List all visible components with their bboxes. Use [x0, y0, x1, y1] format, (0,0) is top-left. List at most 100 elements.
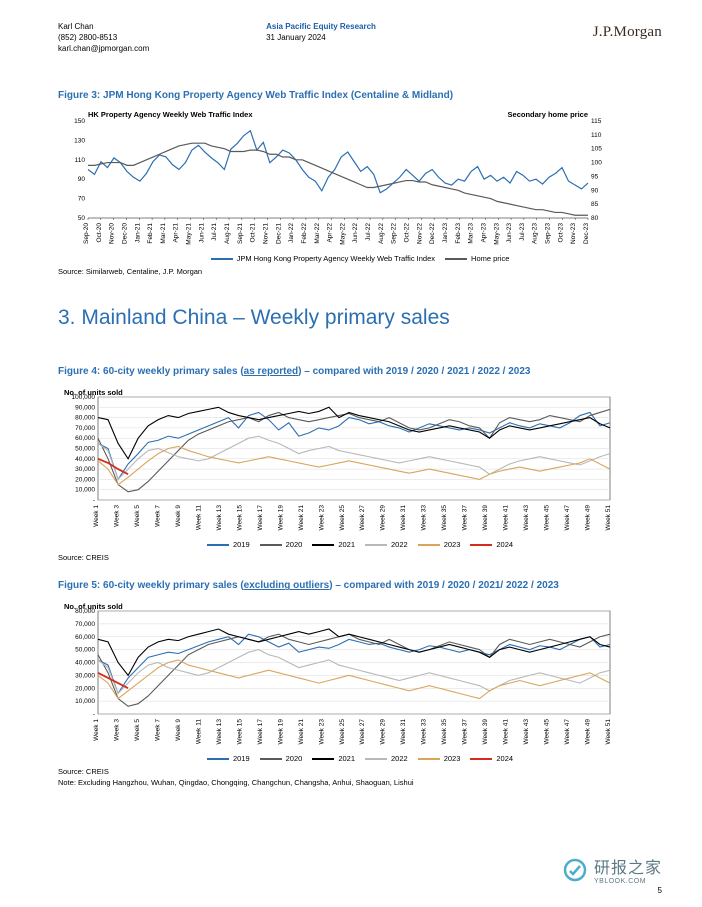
- svg-text:Week 13: Week 13: [216, 719, 223, 745]
- svg-text:70,000: 70,000: [75, 425, 95, 432]
- svg-text:Week 29: Week 29: [380, 505, 387, 531]
- svg-text:Dec-23: Dec-23: [583, 223, 590, 244]
- svg-text:Week 37: Week 37: [462, 719, 469, 745]
- svg-text:Jan-21: Jan-21: [134, 223, 141, 243]
- svg-text:Mar-23: Mar-23: [468, 223, 475, 244]
- legend-traffic: JPM Hong Kong Property Agency Weekly Web…: [211, 254, 435, 263]
- svg-text:50: 50: [78, 215, 86, 222]
- svg-text:Nov-20: Nov-20: [109, 223, 116, 244]
- legend-y2020: 2020: [260, 540, 303, 549]
- svg-text:Week 45: Week 45: [544, 719, 551, 745]
- svg-text:40,000: 40,000: [75, 660, 95, 667]
- svg-text:Week 35: Week 35: [441, 719, 448, 745]
- legend-y2021: 2021: [312, 540, 355, 549]
- svg-text:-: -: [93, 711, 95, 718]
- svg-text:70: 70: [78, 196, 86, 203]
- page: Karl Chan (852) 2800-8513 karl.chan@jpmo…: [0, 0, 702, 907]
- svg-text:Week 47: Week 47: [564, 719, 571, 745]
- svg-text:Jun-23: Jun-23: [506, 223, 513, 243]
- svg-text:Week 9: Week 9: [175, 719, 182, 741]
- svg-text:Sep-22: Sep-22: [391, 223, 398, 244]
- svg-text:10,000: 10,000: [75, 699, 95, 706]
- section-heading: 3. Mainland China – Weekly primary sales: [58, 306, 662, 330]
- svg-text:Week 35: Week 35: [441, 505, 448, 531]
- svg-text:100: 100: [591, 160, 602, 167]
- svg-text:Week 49: Week 49: [585, 719, 592, 745]
- svg-text:90: 90: [78, 177, 86, 184]
- svg-text:Oct-21: Oct-21: [250, 223, 257, 243]
- svg-text:80,000: 80,000: [75, 415, 95, 422]
- figure3-legend: JPM Hong Kong Property Agency Weekly Web…: [58, 254, 662, 263]
- figure5-title: Figure 5: 60-city weekly primary sales (…: [58, 580, 662, 591]
- svg-text:-: -: [93, 497, 95, 504]
- figure3-source: Source: Similarweb, Centaline, J.P. Morg…: [58, 267, 662, 276]
- legend-y2020: 2020: [260, 754, 303, 763]
- svg-text:Week 15: Week 15: [236, 505, 243, 531]
- svg-text:Week 3: Week 3: [113, 719, 120, 741]
- report-date: 31 January 2024: [266, 33, 376, 44]
- figure5-note: Note: Excluding Hangzhou, Wuhan, Qingdao…: [58, 778, 662, 787]
- svg-text:Week 7: Week 7: [154, 719, 161, 741]
- svg-text:May-22: May-22: [339, 223, 346, 245]
- svg-text:90: 90: [591, 188, 599, 195]
- svg-text:Week 49: Week 49: [585, 505, 592, 531]
- svg-text:Week 1: Week 1: [93, 505, 100, 527]
- figure4-svg: No. of units sold-10,00020,00030,00040,0…: [58, 383, 618, 538]
- svg-text:Secondary home price: Secondary home price: [508, 110, 588, 119]
- svg-text:Dec-22: Dec-22: [429, 223, 436, 244]
- svg-text:Aug-22: Aug-22: [378, 223, 385, 244]
- svg-text:30,000: 30,000: [75, 466, 95, 473]
- research-group: Asia Pacific Equity Research: [266, 22, 376, 33]
- legend-y2023: 2023: [418, 540, 461, 549]
- svg-text:Week 5: Week 5: [134, 719, 141, 741]
- svg-text:Week 37: Week 37: [462, 505, 469, 531]
- legend-y2022: 2022: [365, 540, 408, 549]
- svg-text:Week 11: Week 11: [195, 505, 202, 530]
- svg-text:Feb-23: Feb-23: [455, 223, 462, 244]
- svg-text:Week 27: Week 27: [359, 719, 366, 745]
- svg-text:Week 15: Week 15: [236, 719, 243, 745]
- figure3-svg: HK Property Agency Weekly Web Traffic In…: [58, 107, 618, 252]
- svg-text:60,000: 60,000: [75, 634, 95, 641]
- svg-text:Week 11: Week 11: [195, 719, 202, 744]
- watermark-text: 研报之家: [594, 854, 662, 878]
- svg-text:Week 17: Week 17: [257, 719, 264, 745]
- svg-text:10,000: 10,000: [75, 487, 95, 494]
- svg-text:Mar-21: Mar-21: [160, 223, 167, 244]
- svg-text:Week 51: Week 51: [605, 719, 612, 745]
- svg-text:Jan-23: Jan-23: [442, 223, 449, 243]
- svg-text:Sep-20: Sep-20: [83, 223, 90, 244]
- svg-text:Week 3: Week 3: [113, 505, 120, 527]
- svg-text:Week 45: Week 45: [544, 505, 551, 531]
- svg-text:110: 110: [591, 132, 602, 139]
- svg-text:110: 110: [75, 157, 86, 164]
- svg-text:Week 23: Week 23: [318, 505, 325, 531]
- analyst-name: Karl Chan: [58, 22, 149, 33]
- svg-text:Dec-20: Dec-20: [121, 223, 128, 244]
- svg-text:20,000: 20,000: [75, 686, 95, 693]
- svg-text:80,000: 80,000: [75, 608, 95, 615]
- svg-text:Week 29: Week 29: [380, 719, 387, 745]
- svg-text:Oct-20: Oct-20: [96, 223, 103, 243]
- svg-text:Week 19: Week 19: [277, 505, 284, 531]
- figure4-source: Source: CREIS: [58, 553, 662, 562]
- analyst-phone: (852) 2800-8513: [58, 33, 149, 44]
- svg-text:Week 47: Week 47: [564, 505, 571, 531]
- svg-text:Jul-21: Jul-21: [211, 223, 218, 241]
- svg-text:Week 43: Week 43: [523, 505, 530, 531]
- legend-price: Home price: [445, 254, 509, 263]
- svg-text:Oct-22: Oct-22: [404, 223, 411, 243]
- header-analyst-block: Karl Chan (852) 2800-8513 karl.chan@jpmo…: [58, 22, 149, 54]
- analyst-email: karl.chan@jpmorgan.com: [58, 44, 149, 55]
- svg-text:Week 41: Week 41: [503, 505, 510, 531]
- svg-text:Feb-22: Feb-22: [301, 223, 308, 244]
- svg-text:Week 5: Week 5: [134, 505, 141, 527]
- svg-text:Week 25: Week 25: [339, 505, 346, 531]
- svg-text:30,000: 30,000: [75, 673, 95, 680]
- svg-text:Week 7: Week 7: [154, 505, 161, 527]
- legend-y2021: 2021: [312, 754, 355, 763]
- svg-text:Dec-21: Dec-21: [275, 223, 282, 244]
- svg-text:40,000: 40,000: [75, 456, 95, 463]
- svg-text:May-23: May-23: [493, 223, 500, 245]
- figure5-svg: No. of units sold-10,00020,00030,00040,0…: [58, 597, 618, 752]
